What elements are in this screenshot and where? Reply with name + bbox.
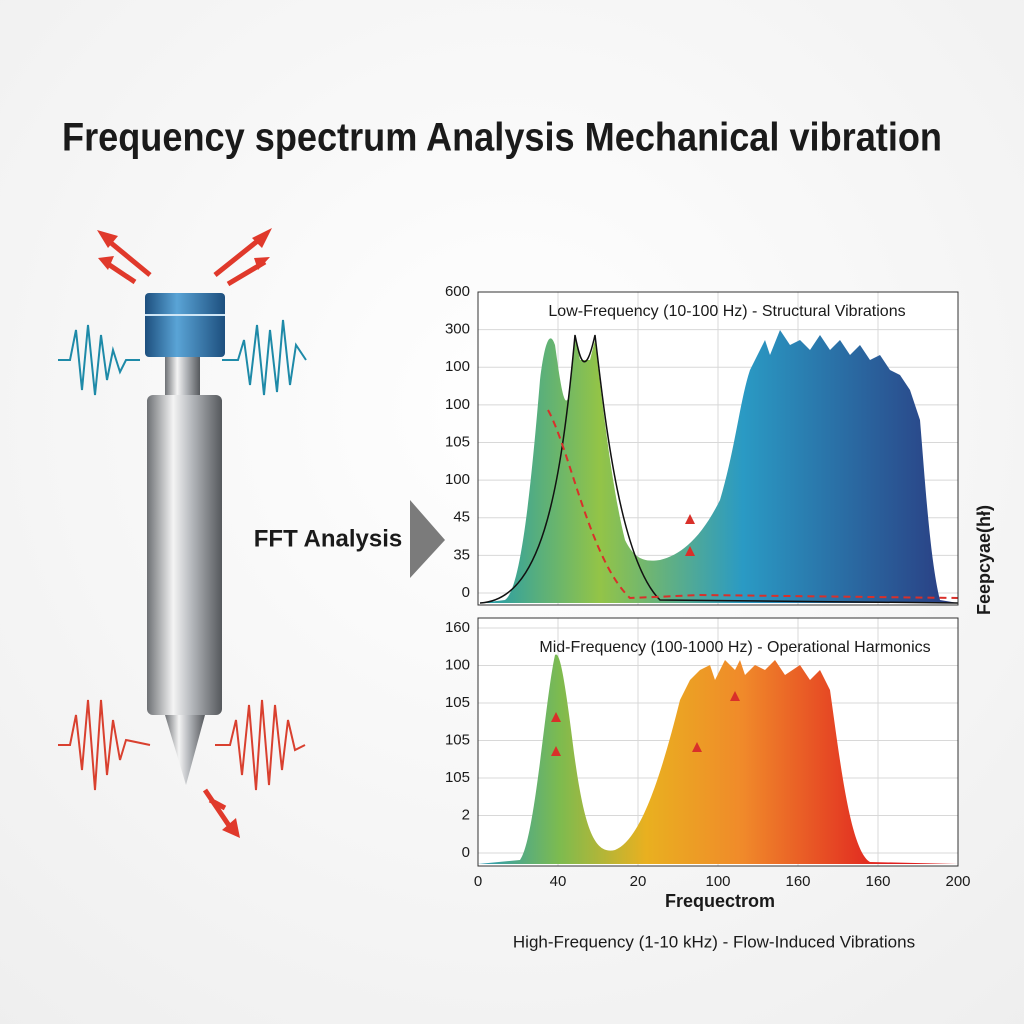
y-tick-label: 35	[453, 546, 470, 563]
top-dashed-curve	[547, 409, 959, 600]
x-tick-label: 40	[550, 873, 567, 890]
x-tick-label: 20	[630, 873, 647, 890]
x-tick-label: 0	[474, 873, 482, 890]
x-tick-label: 160	[865, 873, 890, 890]
y-tick-label: 100	[445, 471, 470, 488]
y-tick-label: 0	[462, 844, 470, 861]
sensor-illustration	[58, 228, 307, 838]
bottom-spectrum	[478, 654, 958, 864]
title: Frequency spectrum Analysis Mechanical v…	[62, 116, 942, 160]
x-tick-label: 200	[945, 873, 970, 890]
y-tick-label: 100	[445, 396, 470, 413]
y-tick-label: 160	[445, 619, 470, 636]
y-tick-label: 105	[445, 694, 470, 711]
y-tick-label: 105	[445, 731, 470, 748]
pointer-arrow	[410, 500, 445, 578]
x-axis-label: Frequectrom	[665, 891, 775, 911]
bottom-panel-title: Mid-Frequency (100-1000 Hz) - Operationa…	[539, 639, 930, 656]
y-tick-label: 105	[445, 433, 470, 450]
y-tick-label: 2	[462, 806, 470, 823]
y-tick-label: 0	[462, 584, 470, 601]
y-tick-label: 300	[445, 321, 470, 338]
y-tick-label: 45	[453, 509, 470, 526]
caption: High-Frequency (1-10 kHz) - Flow-Induced…	[513, 932, 915, 951]
top-spectrum	[480, 330, 958, 603]
y-tick-label: 600	[445, 283, 470, 300]
y-tick-label: 105	[445, 769, 470, 786]
top-frame	[477, 291, 959, 606]
top-panel-title: Low-Frequency (10-100 Hz) - Structural V…	[548, 303, 905, 320]
top-curve	[479, 334, 959, 604]
x-tick-label: 100	[705, 873, 730, 890]
y-axis-label: Feepcyae(hł)	[974, 505, 994, 615]
fft-label: FFT Analysis	[254, 525, 402, 552]
markers	[551, 514, 740, 756]
x-tick-label: 160	[785, 873, 810, 890]
y-tick-label: 100	[445, 656, 470, 673]
bottom-frame	[477, 617, 959, 867]
y-tick-label: 100	[445, 358, 470, 375]
